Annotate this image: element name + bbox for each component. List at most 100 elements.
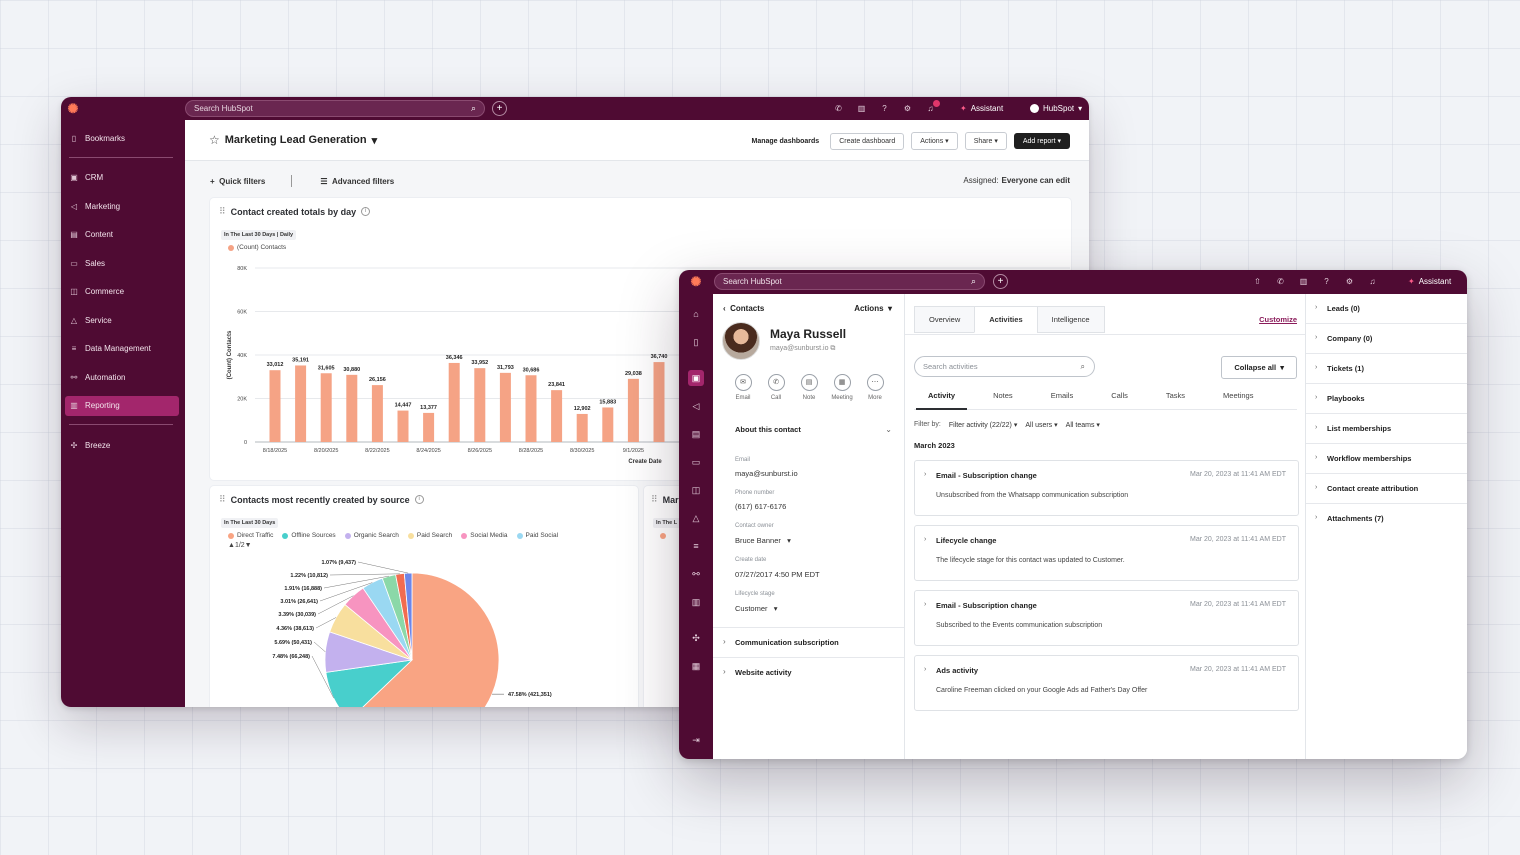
filter-activity-dropdown[interactable]: Filter activity (22/22) ▾ <box>948 422 1018 429</box>
all-teams-dropdown[interactable]: All teams ▾ <box>1065 422 1100 429</box>
account-menu[interactable]: HubSpot ▾ <box>1030 104 1082 113</box>
tab-overview[interactable]: Overview <box>914 306 976 333</box>
more-action-button[interactable]: ⋯ More <box>860 374 890 401</box>
actions-dropdown[interactable]: Actions ▾ <box>854 304 892 313</box>
tab-notes[interactable]: Notes <box>993 391 1013 400</box>
global-search-input[interactable]: Search HubSpot ⌕ <box>714 273 985 290</box>
add-report-button[interactable]: Add report ▾ <box>1013 133 1070 149</box>
search-icon[interactable]: ⌕ <box>470 103 476 113</box>
apps-icon[interactable]: ▦ <box>691 661 701 671</box>
activity-card[interactable]: › Lifecycle change Mar 20, 2023 at 11:41… <box>914 525 1299 581</box>
company-section-toggle[interactable]: › Company (0) <box>1306 324 1467 354</box>
sidebar-item-sales[interactable]: ▭ Sales <box>61 253 179 273</box>
marketplace-icon[interactable]: ▥ <box>1299 277 1308 286</box>
tab-emails[interactable]: Emails <box>1050 391 1074 400</box>
create-plus-button[interactable]: + <box>492 101 507 116</box>
legend-item[interactable]: Direct Traffic <box>228 532 273 539</box>
upgrade-icon[interactable]: ⇧ <box>1254 277 1261 286</box>
assistant-button[interactable]: ✦ Assistant <box>1408 277 1451 286</box>
legend-item[interactable]: Offline Sources <box>282 532 336 539</box>
breeze-icon[interactable]: ✣ <box>692 633 700 643</box>
customize-link[interactable]: Customize <box>1259 315 1297 324</box>
settings-gear-icon[interactable]: ⚙ <box>1345 277 1354 286</box>
all-users-dropdown[interactable]: All users ▾ <box>1025 422 1058 429</box>
search-icon[interactable]: ⌕ <box>970 276 976 286</box>
sidebar-item-service[interactable]: △ Service <box>61 310 179 330</box>
activity-card[interactable]: › Email - Subscription change Mar 20, 20… <box>914 590 1299 646</box>
sidebar-item-commerce[interactable]: ◫ Commerce <box>61 282 179 302</box>
content-icon[interactable]: ▤ <box>691 429 701 439</box>
dashboard-title[interactable]: ☆ Marketing Lead Generation ▾ <box>209 133 377 147</box>
commerce-icon[interactable]: ◫ <box>691 485 701 495</box>
legend-pager[interactable]: ▲1/2▼ <box>228 542 252 549</box>
sidebar-item-data-management[interactable]: ≡ Data Management <box>61 339 179 359</box>
tab-activity[interactable]: Activity <box>916 390 968 410</box>
automation-icon[interactable]: ⚯ <box>692 569 700 579</box>
leads-section-toggle[interactable]: › Leads (0) <box>1306 294 1467 324</box>
global-search-input[interactable]: Search HubSpot ⌕ <box>185 100 485 117</box>
phone-icon[interactable]: ✆ <box>1277 277 1284 286</box>
playbooks-section-toggle[interactable]: › Playbooks <box>1306 384 1467 414</box>
legend-item[interactable]: Social Media <box>461 532 508 539</box>
sidebar-item-content[interactable]: ▤ Content <box>61 225 179 245</box>
actions-dropdown[interactable]: Actions ▾ <box>911 132 958 150</box>
chevron-down-icon[interactable]: ⌄ <box>885 425 892 434</box>
tickets-section-toggle[interactable]: › Tickets (1) <box>1306 354 1467 384</box>
marketplace-icon[interactable]: ▥ <box>857 104 866 113</box>
sidebar-item-breeze[interactable]: ✣ Breeze <box>61 435 179 455</box>
legend-item[interactable]: Paid Search <box>407 532 452 539</box>
service-icon[interactable]: △ <box>692 513 700 523</box>
call-action-button[interactable]: ✆ Call <box>761 374 791 401</box>
manage-dashboards-link[interactable]: Manage dashboards <box>751 137 820 145</box>
info-icon[interactable]: i <box>361 207 371 216</box>
help-icon[interactable]: ? <box>882 104 887 113</box>
quick-filters-button[interactable]: + Quick filters <box>210 176 266 186</box>
create-date-field[interactable]: 07/27/2017 4:50 PM EDT <box>735 570 820 579</box>
tab-calls[interactable]: Calls <box>1111 391 1128 400</box>
star-icon[interactable]: ☆ <box>209 133 220 147</box>
phone-icon[interactable]: ✆ <box>835 104 842 113</box>
hubspot-logo-icon[interactable]: ✺ <box>67 100 79 116</box>
legend-item[interactable]: Organic Search <box>344 532 399 539</box>
sidebar-item-crm[interactable]: ▣ CRM <box>61 168 179 188</box>
meeting-action-button[interactable]: ▦ Meeting <box>827 374 857 401</box>
reporting-icon[interactable]: ▥ <box>691 597 701 607</box>
tab-meetings[interactable]: Meetings <box>1223 391 1254 400</box>
attachments-section-toggle[interactable]: › Attachments (7) <box>1306 504 1467 534</box>
list-memberships-section-toggle[interactable]: › List memberships <box>1306 414 1467 444</box>
settings-gear-icon[interactable]: ⚙ <box>903 104 912 113</box>
hubspot-logo-icon[interactable]: ✺ <box>690 273 702 289</box>
about-section-toggle[interactable]: About this contact <box>735 425 801 434</box>
database-icon[interactable]: ≡ <box>693 541 699 551</box>
legend-item[interactable]: (Count) Contacts <box>228 244 286 251</box>
activity-card[interactable]: › Email - Subscription change Mar 20, 20… <box>914 460 1299 516</box>
create-dashboard-button[interactable]: Create dashboard <box>830 132 905 150</box>
email-field[interactable]: maya@sunburst.io <box>735 469 798 478</box>
workflow-memberships-section-toggle[interactable]: › Workflow memberships <box>1306 444 1467 474</box>
contact-create-attribution-section-toggle[interactable]: › Contact create attribution <box>1306 474 1467 504</box>
copy-icon[interactable]: ⧉ <box>830 345 836 352</box>
sidebar-item-reporting[interactable]: ▥ Reporting <box>65 395 179 416</box>
info-icon[interactable]: i <box>414 495 424 504</box>
collapse-all-button[interactable]: Collapse all ▾ <box>1221 356 1297 379</box>
bookmark-icon[interactable]: ▯ <box>693 337 699 347</box>
owner-field[interactable]: Bruce Banner ▾ <box>735 536 791 545</box>
tab-activities[interactable]: Activities <box>974 306 1038 333</box>
email-action-button[interactable]: ✉ Email <box>728 374 758 401</box>
advanced-filters-button[interactable]: ☰ Advanced filters <box>320 177 394 186</box>
website-activity-toggle[interactable]: Website activity <box>735 668 792 677</box>
sidebar-item-automation[interactable]: ⚯ Automation <box>61 367 179 387</box>
sales-icon[interactable]: ▭ <box>691 457 701 467</box>
activity-card[interactable]: › Ads activity Mar 20, 2023 at 11:41 AM … <box>914 655 1299 711</box>
sidebar-item-marketing[interactable]: ◁ Marketing <box>61 196 179 216</box>
expand-sidebar-icon[interactable]: ⇥ <box>692 735 700 745</box>
drag-handle-icon[interactable]: ⠿ <box>219 206 226 216</box>
phone-field[interactable]: (617) 617-6176 <box>735 502 787 511</box>
breadcrumb[interactable]: ‹ Contacts <box>723 304 765 313</box>
activity-search-input[interactable]: Search activities ⌕ <box>914 356 1095 377</box>
create-plus-button[interactable]: + <box>993 274 1008 289</box>
home-icon[interactable]: ⌂ <box>693 309 699 319</box>
notifications-bell-icon[interactable]: ♫ <box>925 100 940 113</box>
crm-icon[interactable]: ▣ <box>688 370 704 386</box>
notifications-bell-icon[interactable]: ♫ <box>1369 277 1376 286</box>
